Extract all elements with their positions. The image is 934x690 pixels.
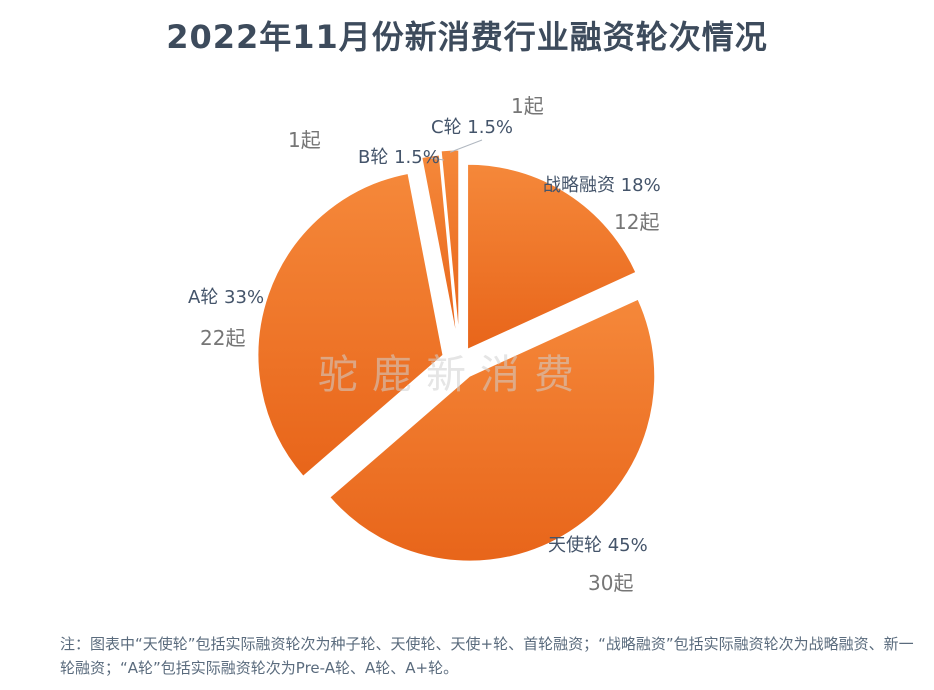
leader-line-4 [430,157,445,161]
slice-label-3: A轮 33% [188,287,264,308]
pie-slice-5 [440,149,460,336]
footnote: 注：图表中“天使轮”包括实际融资轮次为种子轮、天使轮、天使+轮、首轮融资；“战略… [60,635,914,677]
slice-count-4: 1起 [288,128,321,152]
slice-count-3: 22起 [200,326,245,350]
leader-lines [430,139,483,161]
chart-title: 2022年11月份新消费行业融资轮次情况 [166,18,768,56]
leader-line-5 [449,139,483,153]
slice-count-1: 12起 [614,210,659,234]
pie-slice-4 [421,154,458,340]
watermark: 驼鹿新消费 [318,352,588,398]
slice-label-1: 战略融资 18% [543,175,661,196]
pie-slice-3 [257,172,444,477]
pie-slices [257,149,656,562]
slice-count-5: 1起 [511,94,544,118]
slice-count-2: 30起 [588,571,633,595]
pie-slice-2 [329,298,656,562]
slice-label-5: C轮 1.5% [431,117,513,138]
slice-label-2: 天使轮 45% [548,535,648,556]
slice-label-4: B轮 1.5% [358,147,440,168]
pie-slice-1 [467,163,637,351]
